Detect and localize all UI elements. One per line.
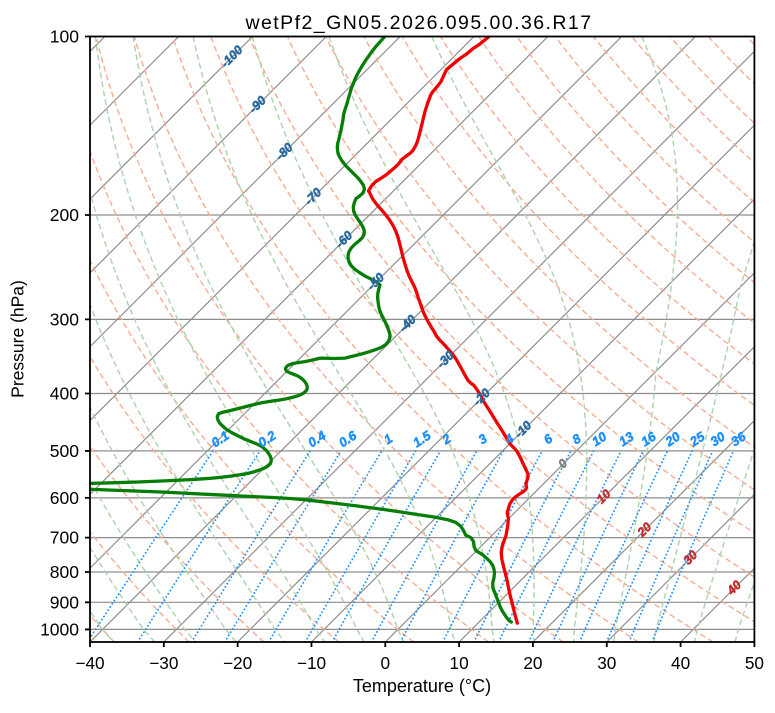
svg-text:100: 100 [50, 27, 79, 47]
svg-text:20: 20 [523, 653, 542, 673]
svg-text:400: 400 [50, 384, 79, 404]
svg-text:30: 30 [597, 653, 616, 673]
svg-text:40: 40 [671, 653, 690, 673]
svg-text:Pressure (hPa): Pressure (hPa) [8, 280, 28, 398]
svg-text:Temperature (°C): Temperature (°C) [353, 676, 491, 696]
svg-text:800: 800 [50, 562, 79, 582]
svg-text:50: 50 [745, 653, 764, 673]
svg-text:−30: −30 [149, 653, 178, 673]
svg-text:1000: 1000 [40, 619, 79, 639]
svg-text:−10: −10 [297, 653, 326, 673]
svg-text:500: 500 [50, 441, 79, 461]
svg-text:−40: −40 [75, 653, 104, 673]
svg-text:700: 700 [50, 528, 79, 548]
svg-text:−20: −20 [223, 653, 252, 673]
svg-text:10: 10 [450, 653, 469, 673]
svg-text:0: 0 [381, 653, 391, 673]
svg-text:900: 900 [50, 592, 79, 612]
svg-text:200: 200 [50, 205, 79, 225]
svg-text:300: 300 [50, 309, 79, 329]
svg-text:wetPf2_GN05.2026.095.00.36.R17: wetPf2_GN05.2026.095.00.36.R17 [244, 12, 592, 34]
svg-text:600: 600 [50, 488, 79, 508]
